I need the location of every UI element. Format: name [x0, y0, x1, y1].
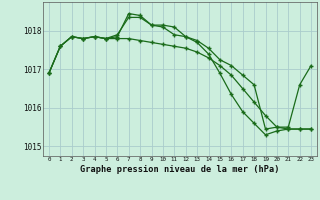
- X-axis label: Graphe pression niveau de la mer (hPa): Graphe pression niveau de la mer (hPa): [80, 165, 280, 174]
